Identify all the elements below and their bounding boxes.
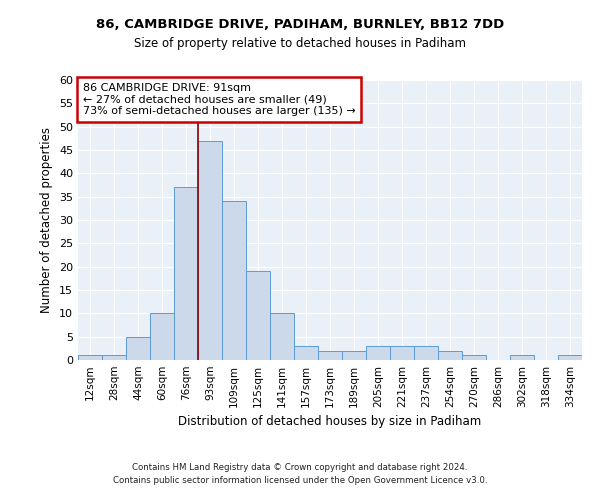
Bar: [318, 350, 342, 360]
Bar: [390, 346, 414, 360]
Text: Size of property relative to detached houses in Padiham: Size of property relative to detached ho…: [134, 38, 466, 51]
Y-axis label: Number of detached properties: Number of detached properties: [40, 127, 53, 313]
Bar: [342, 350, 366, 360]
Bar: [294, 346, 318, 360]
Bar: [462, 356, 486, 360]
Bar: [558, 356, 582, 360]
Bar: [126, 336, 150, 360]
Bar: [270, 314, 294, 360]
Bar: [150, 314, 174, 360]
Bar: [414, 346, 438, 360]
Bar: [198, 140, 222, 360]
Bar: [246, 272, 270, 360]
Bar: [78, 356, 102, 360]
Bar: [366, 346, 390, 360]
Text: 86 CAMBRIDGE DRIVE: 91sqm
← 27% of detached houses are smaller (49)
73% of semi-: 86 CAMBRIDGE DRIVE: 91sqm ← 27% of detac…: [83, 83, 356, 116]
Text: Contains HM Land Registry data © Crown copyright and database right 2024.: Contains HM Land Registry data © Crown c…: [132, 464, 468, 472]
Bar: [102, 356, 126, 360]
Bar: [174, 188, 198, 360]
Text: 86, CAMBRIDGE DRIVE, PADIHAM, BURNLEY, BB12 7DD: 86, CAMBRIDGE DRIVE, PADIHAM, BURNLEY, B…: [96, 18, 504, 30]
X-axis label: Distribution of detached houses by size in Padiham: Distribution of detached houses by size …: [178, 416, 482, 428]
Text: Contains public sector information licensed under the Open Government Licence v3: Contains public sector information licen…: [113, 476, 487, 485]
Bar: [222, 202, 246, 360]
Bar: [438, 350, 462, 360]
Bar: [510, 356, 534, 360]
